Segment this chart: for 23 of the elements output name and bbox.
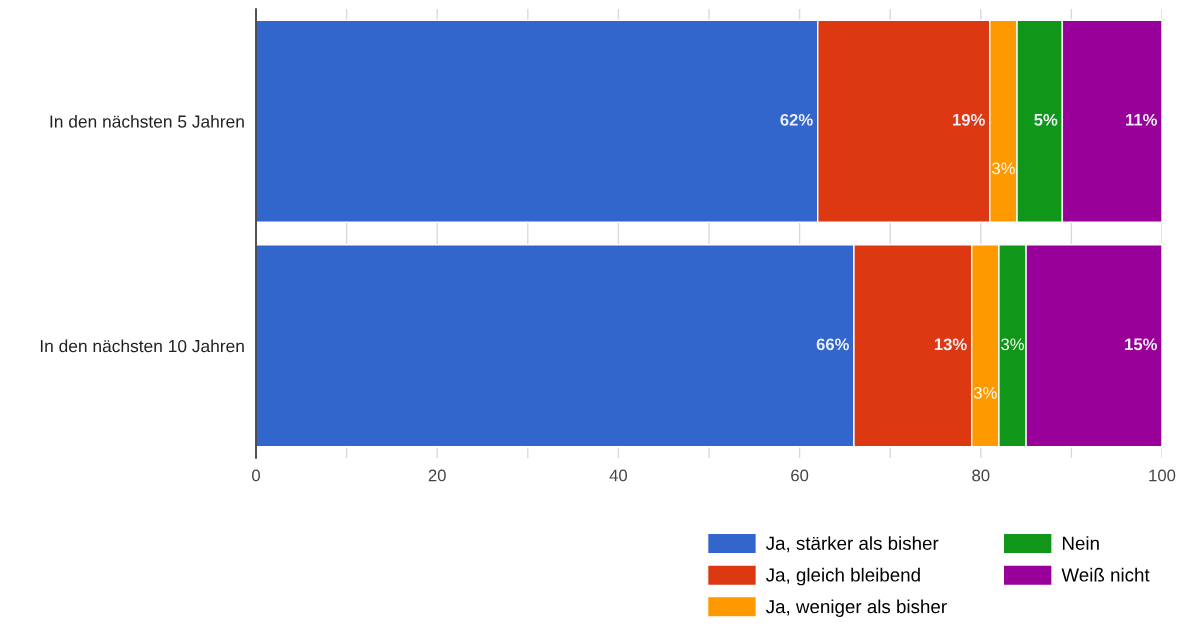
data-label: 3%: [992, 162, 1015, 175]
legend-label: Ja, gleich bleibend: [766, 567, 920, 586]
legend-label: Ja, weniger als bisher: [766, 599, 947, 618]
data-label: 62%: [780, 113, 813, 126]
legend-label: Ja, stärker als bisher: [766, 536, 939, 553]
data-label: 3%: [973, 386, 997, 399]
data-label: 3%: [1001, 338, 1024, 351]
y-tick-label: In den nächsten 10 Jahren: [40, 339, 244, 353]
y-tick-label: In den nächsten 5 Jahren: [50, 114, 244, 128]
legend-label: Nein: [1062, 536, 1099, 550]
legend-label: Weiß nicht: [1061, 567, 1150, 582]
data-label: 13%: [934, 338, 967, 351]
x-tick-label: 40: [609, 469, 628, 482]
x-tick-label: 0: [252, 469, 260, 482]
data-label: 19%: [953, 113, 985, 126]
x-tick-label: 60: [791, 469, 809, 482]
data-label: 66%: [816, 338, 849, 351]
data-label: 15%: [1125, 338, 1158, 351]
x-tick-label: 80: [972, 469, 990, 482]
data-label: 5%: [1034, 113, 1058, 126]
x-tick-label: 100: [1149, 469, 1176, 482]
data-label: 11%: [1126, 113, 1158, 126]
x-tick-label: 20: [428, 469, 446, 482]
